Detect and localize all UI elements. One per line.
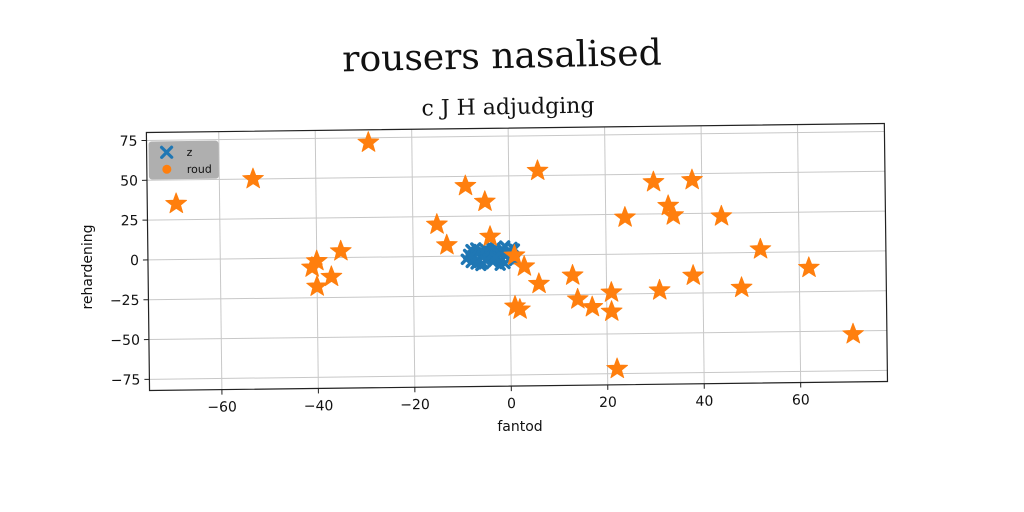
data-point <box>306 275 328 296</box>
data-point <box>600 300 623 321</box>
data-point <box>479 254 492 267</box>
data-point <box>470 258 482 270</box>
legend-label-z: z <box>187 146 193 159</box>
data-point <box>479 225 501 247</box>
data-point <box>357 131 380 152</box>
data-point <box>798 256 820 278</box>
data-point <box>842 322 864 344</box>
legend-label-roud: roud <box>187 163 212 176</box>
series-roud <box>165 131 864 379</box>
x-tick-label: 40 <box>695 394 713 410</box>
y-grid-line <box>149 369 888 380</box>
x-grid-line <box>411 129 416 388</box>
x-tick-label: 60 <box>792 392 810 408</box>
y-tick-label: 0 <box>130 253 139 269</box>
y-ticks: −75 −50 −25 0 25 50 75 <box>110 134 150 389</box>
data-point <box>566 287 589 309</box>
x-tick-label: 20 <box>599 395 617 411</box>
grid-lines <box>146 124 888 390</box>
data-point <box>509 298 531 319</box>
data-point <box>165 192 188 214</box>
data-point <box>528 272 550 294</box>
y-grid-line <box>148 330 887 341</box>
data-point <box>329 239 352 261</box>
data-point <box>242 167 264 189</box>
y-grid-line <box>148 290 887 301</box>
x-grid-line <box>604 126 609 385</box>
data-point <box>465 250 477 262</box>
data-point <box>426 213 448 234</box>
data-point <box>606 357 629 379</box>
plot-frame <box>145 122 889 392</box>
y-tick-label: −25 <box>110 293 140 309</box>
y-tick-label: 25 <box>121 213 139 229</box>
y-grid-line <box>147 210 886 221</box>
y-tick-label: −75 <box>111 372 141 388</box>
legend-marker-z <box>159 145 174 159</box>
x-grid-line <box>797 124 802 383</box>
data-point <box>474 190 496 212</box>
data-point <box>454 174 477 196</box>
plot-area: −60 −40 −20 0 20 40 60 −75 −50 −25 0 25 50 75 z roud <box>110 122 889 416</box>
data-point <box>681 168 703 190</box>
y-grid-line <box>146 130 885 141</box>
chart-title: rousers nasalised <box>342 33 662 81</box>
data-point <box>614 206 636 227</box>
data-point <box>320 265 343 287</box>
data-point <box>494 259 506 271</box>
data-point <box>648 278 671 300</box>
data-point <box>513 255 536 276</box>
x-tick-label: 0 <box>507 396 516 412</box>
data-point <box>301 256 323 277</box>
data-point <box>489 251 501 264</box>
y-tick-label: −50 <box>110 333 140 349</box>
y-axis-label: rehardening <box>80 224 96 309</box>
data-point <box>561 264 584 285</box>
data-point <box>682 264 705 285</box>
y-tick-label: 75 <box>120 134 138 150</box>
legend: z roud <box>148 140 219 180</box>
y-tick-label: 50 <box>120 173 138 189</box>
data-point <box>435 233 458 255</box>
data-point <box>730 276 753 298</box>
x-tick-label: −60 <box>207 399 237 415</box>
data-point <box>749 237 772 259</box>
x-grid-line <box>218 131 223 390</box>
x-axis-label: fantod <box>497 419 542 435</box>
data-point <box>526 159 549 181</box>
data-points <box>165 131 864 379</box>
data-point <box>710 204 733 226</box>
data-point <box>600 281 623 302</box>
data-point <box>503 244 526 265</box>
x-tick-label: −40 <box>304 398 334 414</box>
x-grid-line <box>700 125 705 384</box>
x-ticks: −60 −40 −20 0 20 40 60 <box>207 382 810 416</box>
legend-marker-roud <box>162 164 172 174</box>
data-point <box>657 194 680 216</box>
data-point <box>484 240 497 252</box>
data-point <box>642 170 665 192</box>
x-tick-label: −20 <box>400 397 430 413</box>
data-point <box>662 203 685 225</box>
chart-subtitle: c J H adjudging <box>421 93 594 121</box>
data-point <box>581 295 604 317</box>
y-grid-line <box>146 170 885 181</box>
